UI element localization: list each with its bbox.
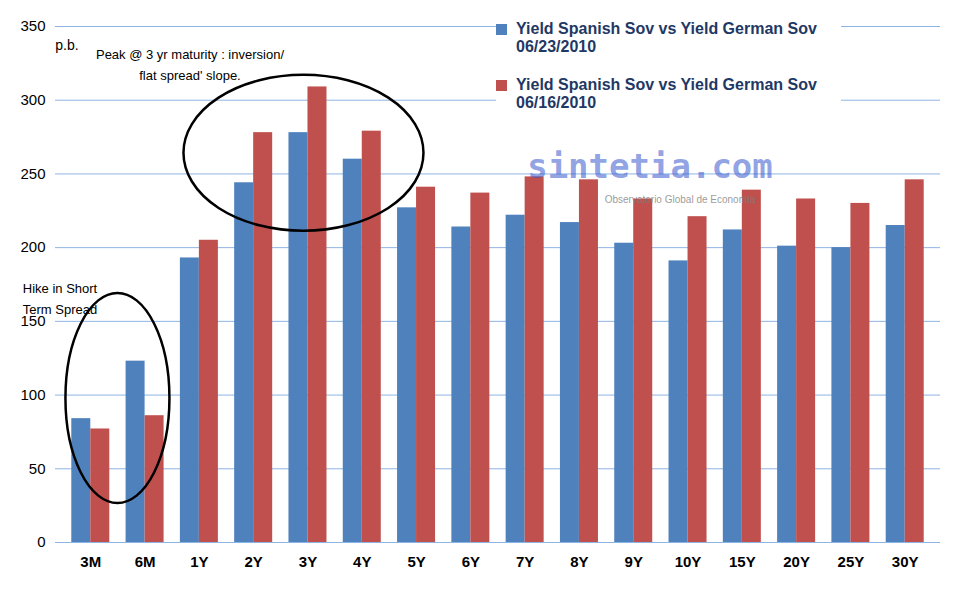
svg-text:6M: 6M <box>135 553 156 570</box>
svg-text:3Y: 3Y <box>299 553 317 570</box>
svg-text:30Y: 30Y <box>892 553 919 570</box>
svg-text:300: 300 <box>20 91 45 108</box>
svg-text:25Y: 25Y <box>838 553 865 570</box>
svg-text:Term Spread: Term Spread <box>23 302 97 317</box>
svg-text:0: 0 <box>37 533 45 550</box>
svg-text:3M: 3M <box>80 553 101 570</box>
svg-text:p.b.: p.b. <box>55 37 78 53</box>
svg-text:50: 50 <box>29 460 46 477</box>
svg-text:15Y: 15Y <box>729 553 756 570</box>
svg-text:8Y: 8Y <box>570 553 588 570</box>
svg-text:150: 150 <box>20 312 46 330</box>
svg-text:1Y: 1Y <box>190 553 208 570</box>
svg-text:2Y: 2Y <box>244 553 262 570</box>
svg-text:sintetia.com: sintetia.com <box>527 146 773 186</box>
svg-text:Observatorio Global de Economí: Observatorio Global de Economía <box>605 194 756 205</box>
svg-text:4Y: 4Y <box>353 553 371 570</box>
svg-text:Hike in Short: Hike in Short <box>23 281 98 296</box>
svg-text:flat spread' slope.: flat spread' slope. <box>139 68 241 83</box>
svg-text:5Y: 5Y <box>407 553 425 570</box>
svg-text:10Y: 10Y <box>675 553 702 570</box>
svg-text:100: 100 <box>20 386 45 403</box>
svg-text:20Y: 20Y <box>783 553 810 570</box>
svg-text:350: 350 <box>20 17 45 34</box>
svg-text:6Y: 6Y <box>462 553 480 570</box>
html-text:Yield Spanish Sov vs Yield Ger: Yield Spanish Sov vs Yield German Sov 06… <box>516 76 817 111</box>
html-text:Yield Spanish Sov vs Yield Ger: Yield Spanish Sov vs Yield German Sov 06… <box>516 20 817 55</box>
svg-text:250: 250 <box>20 165 45 182</box>
svg-text:Peak @ 3 yr maturity : inversi: Peak @ 3 yr maturity : inversion/ <box>96 47 284 62</box>
svg-text:9Y: 9Y <box>625 553 643 570</box>
svg-text:7Y: 7Y <box>516 553 534 570</box>
svg-text:200: 200 <box>20 238 45 255</box>
